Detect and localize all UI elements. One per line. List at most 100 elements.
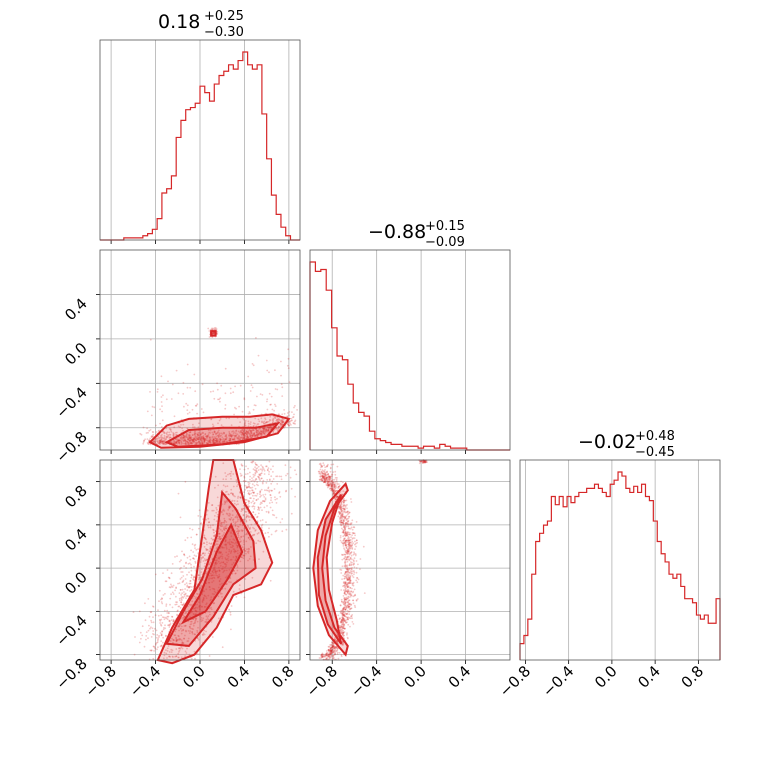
sample-point — [182, 579, 185, 582]
sample-point — [254, 434, 257, 437]
sample-point — [199, 436, 202, 439]
sample-point — [205, 602, 208, 605]
sample-point — [343, 586, 346, 589]
sample-point — [207, 526, 210, 529]
sample-point — [229, 438, 232, 441]
sample-point — [242, 437, 245, 440]
sample-point — [251, 534, 254, 537]
sample-point — [351, 538, 354, 540]
sample-point — [235, 596, 238, 598]
sample-point — [161, 405, 163, 407]
sample-point — [215, 440, 218, 443]
sample-point — [231, 563, 234, 566]
sample-point — [187, 438, 189, 441]
sample-point — [346, 632, 348, 635]
sample-point — [269, 489, 271, 492]
sample-point — [197, 426, 200, 429]
sample-point — [225, 583, 228, 585]
sample-point — [170, 430, 173, 433]
sample-point — [323, 655, 326, 658]
sample-point — [174, 441, 176, 444]
sample-point — [277, 425, 280, 428]
sample-point — [327, 649, 330, 652]
sample-point — [195, 432, 197, 435]
sample-point — [246, 433, 248, 436]
sample-point — [187, 436, 190, 438]
sample-point — [166, 435, 168, 438]
sample-point — [173, 634, 176, 637]
sample-point — [236, 516, 239, 518]
sample-point — [157, 609, 159, 612]
sample-point — [348, 613, 351, 616]
sample-point — [152, 645, 155, 648]
sample-point — [247, 412, 250, 415]
sample-point — [257, 498, 260, 500]
sample-point — [224, 539, 227, 542]
sample-point — [167, 615, 170, 618]
sample-point — [342, 540, 345, 542]
sample-point — [252, 491, 255, 494]
sample-point — [155, 424, 157, 427]
sample-point — [202, 438, 205, 441]
sample-point — [250, 430, 253, 432]
sample-point — [262, 500, 265, 502]
sample-point — [231, 541, 233, 544]
sample-point — [344, 532, 347, 534]
sample-point — [175, 639, 178, 642]
sample-point — [218, 437, 221, 440]
sample-point — [175, 441, 177, 444]
sample-point — [231, 546, 234, 549]
sample-point — [211, 440, 214, 442]
sample-point — [185, 402, 188, 405]
sample-point — [178, 599, 181, 602]
sample-point — [187, 438, 190, 440]
sample-point — [270, 403, 272, 406]
sample-point — [225, 438, 228, 441]
sample-point — [261, 477, 263, 480]
sample-point — [279, 423, 282, 426]
sample-point — [235, 436, 238, 439]
sample-point — [229, 538, 231, 541]
sample-point — [346, 636, 349, 639]
sample-point — [198, 431, 201, 434]
sample-point — [274, 405, 277, 407]
sample-point — [175, 586, 178, 589]
sample-point — [214, 563, 217, 565]
sample-point — [188, 436, 191, 439]
sample-point — [169, 620, 171, 623]
sample-point — [193, 575, 195, 578]
sample-point — [264, 497, 267, 500]
sample-point — [217, 586, 220, 589]
sample-point — [143, 439, 145, 442]
sample-point — [197, 438, 200, 440]
sample-point — [249, 421, 252, 423]
sample-point — [150, 611, 153, 613]
sample-point — [247, 431, 249, 434]
sample-point — [247, 559, 249, 562]
sample-point — [207, 434, 210, 437]
sample-point — [259, 468, 262, 471]
sample-point — [192, 628, 195, 631]
sample-point — [162, 443, 165, 445]
sample-point — [243, 423, 246, 426]
sample-point — [236, 530, 239, 533]
sample-point — [196, 592, 198, 595]
sample-point — [351, 544, 353, 547]
sample-point — [214, 571, 217, 574]
sample-point — [250, 501, 253, 504]
sample-point — [196, 412, 199, 415]
sample-point — [190, 563, 192, 566]
sample-point — [230, 470, 233, 473]
sample-point — [229, 434, 232, 437]
sample-point — [153, 633, 155, 636]
sample-point — [182, 629, 185, 632]
sample-point — [210, 418, 213, 421]
sample-point — [213, 438, 215, 441]
sample-point — [185, 582, 188, 584]
sample-point — [141, 625, 144, 628]
sample-point — [154, 627, 156, 630]
sample-point — [323, 477, 326, 480]
sample-point — [181, 581, 184, 583]
sample-point — [160, 624, 163, 627]
sample-point — [174, 431, 177, 434]
